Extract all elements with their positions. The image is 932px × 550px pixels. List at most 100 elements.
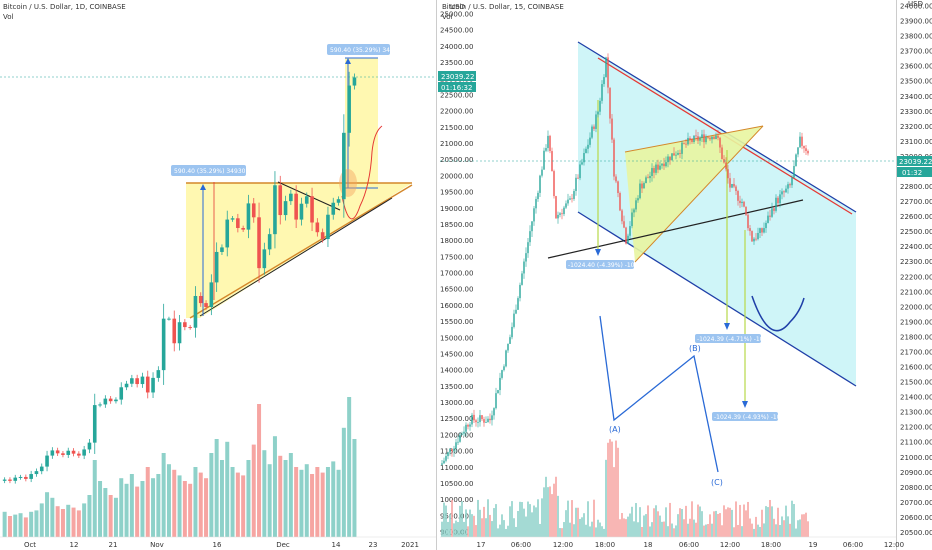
right-candle-body xyxy=(669,156,671,161)
right-volume-bar xyxy=(497,528,499,537)
right-candle-body xyxy=(717,135,719,138)
right-volume-bar xyxy=(679,508,681,537)
left-support-trendline[interactable] xyxy=(199,197,393,317)
right-volume-bar xyxy=(613,467,615,537)
right-volume-bar xyxy=(755,516,757,537)
right-candle-body xyxy=(517,298,519,310)
right-volume-bar xyxy=(807,521,809,537)
right-candle-body xyxy=(479,415,481,423)
right-candle-body xyxy=(787,184,789,189)
left-y-tick-label: 11000.00 xyxy=(440,464,473,472)
left-volume-bar xyxy=(124,483,129,537)
left-candle-body xyxy=(315,222,320,233)
right-candle-body xyxy=(715,135,717,139)
right-price-axis[interactable]: 24000.00 23900.00 23800.00 23700.00 23600.00… xyxy=(900,3,932,537)
right-candle-body xyxy=(497,390,499,394)
left-candle-body xyxy=(108,398,113,402)
right-volume-bar xyxy=(551,494,553,537)
right-y-tick-label: 22700.00 xyxy=(900,198,932,206)
right-candle-body xyxy=(665,162,667,167)
channel-upper-blue-line[interactable] xyxy=(577,41,857,213)
right-y-tick-label: 21600.00 xyxy=(900,364,932,372)
right-volume-bar xyxy=(469,509,471,537)
left-candle-body xyxy=(241,227,245,230)
right-volume-bar xyxy=(539,523,541,537)
left-candle-body xyxy=(177,322,182,344)
right-volume-bar xyxy=(531,512,533,537)
triangle-support-line[interactable] xyxy=(189,184,413,319)
right-volume-bar xyxy=(687,523,689,537)
right-volume-bar xyxy=(609,439,611,537)
descending-channel-fill[interactable] xyxy=(578,42,856,386)
right-candle-body xyxy=(447,452,449,457)
left-candle-body xyxy=(331,202,336,215)
right-candle-body xyxy=(543,150,545,170)
left-volume-bar xyxy=(257,404,262,537)
right-volume-bar xyxy=(701,511,703,537)
left-price-axis[interactable]: 25000.0024500.0024000.0023500.0023000.00… xyxy=(440,11,473,537)
right-volume-bar xyxy=(577,507,579,537)
right-support-trendline[interactable] xyxy=(547,199,804,259)
right-volume-bar xyxy=(587,501,589,537)
right-candle-body xyxy=(777,197,779,204)
right-volume-bar xyxy=(757,524,759,537)
right-volume-bar xyxy=(555,476,557,537)
right-volume-bar xyxy=(445,505,447,537)
left-volume-bar xyxy=(166,464,171,537)
left-y-tick-label: 20500.00 xyxy=(440,156,473,164)
elliott-wave-path[interactable] xyxy=(599,315,719,473)
right-candle-body xyxy=(635,200,637,210)
right-volume-bar xyxy=(645,514,647,537)
right-volume-bar xyxy=(781,516,783,537)
left-candle-body xyxy=(198,295,203,304)
left-volume-bar xyxy=(29,511,34,537)
right-volume-bar xyxy=(479,509,481,537)
left-chart-panel[interactable]: Bitcoin / U.S. Dollar, 1D, COINBASE Vol … xyxy=(0,0,476,550)
right-x-tick-label: 17 xyxy=(477,541,486,549)
left-candle-body xyxy=(326,214,330,240)
right-candle-body xyxy=(549,135,551,152)
measure-label-2: -1024.39 (-4.71%) -102.4k xyxy=(697,336,777,343)
left-volume-bar xyxy=(66,504,71,537)
left-candle-body xyxy=(34,471,39,475)
left-y-tick-label: 22500.00 xyxy=(440,91,473,99)
left-resistance-trendline[interactable] xyxy=(277,181,341,211)
left-candle-body xyxy=(130,378,134,384)
right-candle-body xyxy=(619,193,621,211)
right-candle-body xyxy=(587,144,589,149)
right-y-tick-label: 23100.00 xyxy=(900,138,932,146)
left-volume-bar xyxy=(225,441,230,537)
right-candle-body xyxy=(651,168,653,176)
left-candle-body xyxy=(220,247,224,252)
measure-label-3: -1024.39 (-4.93%) -102.4k xyxy=(714,414,794,421)
left-volume-bar xyxy=(145,467,150,537)
projection-curve[interactable] xyxy=(341,125,383,220)
right-candle-body xyxy=(567,199,569,204)
right-volume-bar xyxy=(767,507,769,537)
right-candle-body xyxy=(803,145,805,149)
right-candle-body xyxy=(713,136,715,139)
left-volume-bar xyxy=(129,474,134,537)
rising-wedge-fill[interactable] xyxy=(625,126,763,262)
wedge-lower-line[interactable] xyxy=(634,125,764,263)
left-volume-bar xyxy=(55,506,60,537)
right-chart-panel[interactable]: Bitcoin / U.S. Dollar, 15, COINBASE Vol … xyxy=(440,0,932,550)
right-candle-body xyxy=(649,175,651,179)
breakout-label-bg xyxy=(327,44,390,55)
right-candle-body xyxy=(783,191,785,193)
right-candle-body xyxy=(511,326,513,338)
retest-highlight-circle[interactable] xyxy=(339,169,357,197)
projection-arc[interactable] xyxy=(751,295,805,332)
left-time-axis[interactable]: Oct 12 21 Nov 16 Dec 14 23 2021 xyxy=(24,541,419,549)
right-time-axis[interactable]: 17 06:00 12:00 18:00 18 06:00 12:00 18:00 19 06:0… xyxy=(477,541,905,549)
right-candle-body xyxy=(633,209,635,213)
left-candle-body xyxy=(156,370,161,378)
right-candle-body xyxy=(731,183,733,188)
right-volume-bar xyxy=(763,523,765,537)
measure-label-3-bg xyxy=(712,412,778,421)
measure-arrowhead-3 xyxy=(742,401,748,408)
left-candle-body xyxy=(61,453,65,455)
right-volume-bar xyxy=(709,514,711,537)
left-volume-bar xyxy=(209,453,214,537)
left-volume-bar xyxy=(336,469,341,537)
